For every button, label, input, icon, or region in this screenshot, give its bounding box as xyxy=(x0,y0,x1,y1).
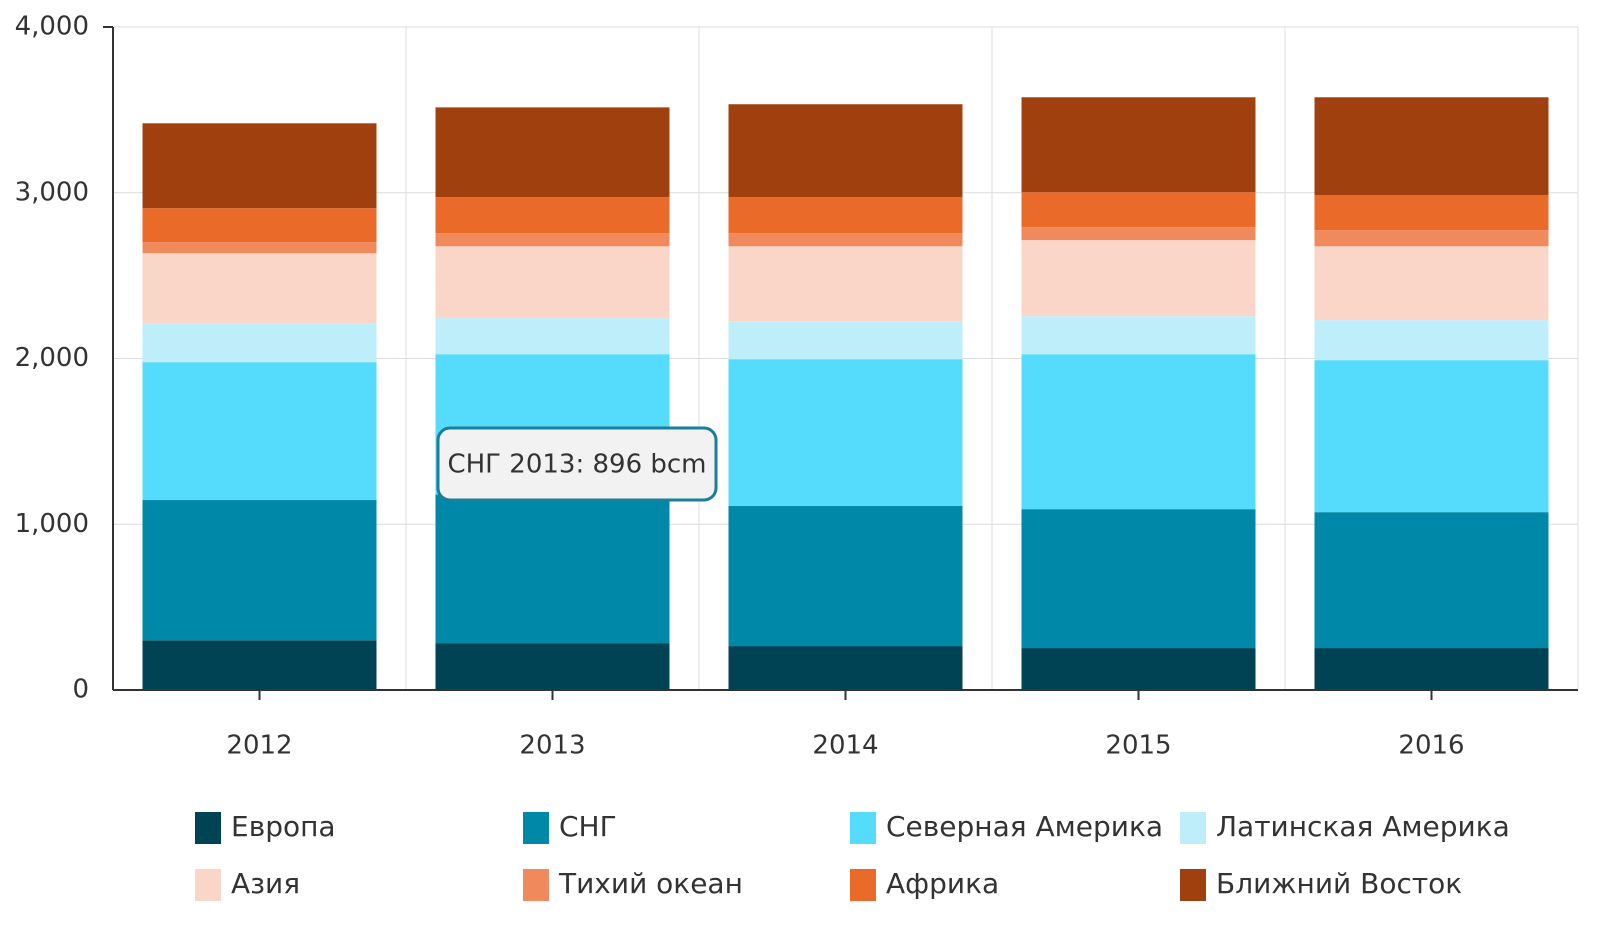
bar-segment xyxy=(435,318,670,355)
bar-segment xyxy=(1021,97,1256,193)
y-tick-label: 3,000 xyxy=(15,177,89,207)
bar-segment xyxy=(435,197,670,234)
y-tick-label: 0 xyxy=(72,675,89,705)
bar-segment xyxy=(1314,246,1549,321)
bar-segment xyxy=(728,104,963,198)
legend-label: СНГ xyxy=(559,810,617,843)
x-tick-label: 2014 xyxy=(812,731,878,761)
tooltip-box xyxy=(436,426,718,502)
bar-segment xyxy=(435,246,670,319)
y-tick-label: 4,000 xyxy=(15,12,89,42)
bar-segment xyxy=(142,123,377,209)
bar-segment xyxy=(1314,512,1549,649)
legend-label: Ближний Восток xyxy=(1216,867,1462,900)
legend-label: Азия xyxy=(231,867,300,900)
bar-segment xyxy=(142,253,377,324)
y-tick-label: 1,000 xyxy=(15,509,89,539)
bar-segment xyxy=(728,197,963,234)
bar-segment xyxy=(1021,240,1256,317)
legend-swatch xyxy=(850,812,876,844)
bar-segment xyxy=(142,242,377,254)
bar-segment xyxy=(728,359,963,507)
bar-segment xyxy=(1314,648,1549,690)
bar-segment xyxy=(1314,97,1549,196)
bar-segment xyxy=(1021,192,1256,228)
bar-segment xyxy=(142,362,377,501)
bar-segment xyxy=(728,233,963,247)
bar-segment xyxy=(728,506,963,647)
bar-segment xyxy=(435,107,670,198)
bar-segment xyxy=(142,323,377,363)
legend-label: Тихий океан xyxy=(558,867,743,900)
bar-segment xyxy=(142,640,377,690)
legend-label: Европа xyxy=(231,810,336,843)
legend-swatch xyxy=(195,869,221,901)
legend-swatch xyxy=(195,812,221,844)
bar-segment xyxy=(435,643,670,690)
bar-segment xyxy=(435,233,670,247)
bar-segment xyxy=(1021,354,1256,510)
legend-swatch xyxy=(850,869,876,901)
bar-segment xyxy=(142,500,377,641)
bar-segment xyxy=(728,646,963,690)
legend-label: Африка xyxy=(886,867,999,900)
legend-swatch xyxy=(1180,812,1206,844)
bar-segment xyxy=(1314,360,1549,513)
x-tick-label: 2013 xyxy=(519,731,585,761)
bar-segment xyxy=(142,208,377,243)
bar-segment xyxy=(728,321,963,360)
y-tick-label: 2,000 xyxy=(15,343,89,373)
bar-segment xyxy=(1021,648,1256,690)
tooltip: СНГ 2013: 896 bcm xyxy=(436,426,718,502)
bar-segment xyxy=(728,246,963,322)
legend-swatch xyxy=(523,812,549,844)
legend-swatch xyxy=(523,869,549,901)
legend-label: Латинская Америка xyxy=(1216,810,1510,843)
x-tick-label: 2012 xyxy=(226,731,292,761)
bar-segment xyxy=(1021,227,1256,241)
legend-label: Северная Америка xyxy=(886,810,1163,843)
bar-segment xyxy=(1021,509,1256,649)
bar-segment xyxy=(1314,195,1549,231)
bar-segment xyxy=(435,494,670,644)
x-tick-label: 2015 xyxy=(1105,731,1171,761)
bar-segment xyxy=(1314,320,1549,361)
legend-swatch xyxy=(1180,869,1206,901)
x-tick-label: 2016 xyxy=(1398,731,1464,761)
tooltip-text: СНГ 2013: 896 bcm xyxy=(447,450,706,480)
bar-segment xyxy=(1021,316,1256,355)
bar-segment xyxy=(1314,230,1549,247)
